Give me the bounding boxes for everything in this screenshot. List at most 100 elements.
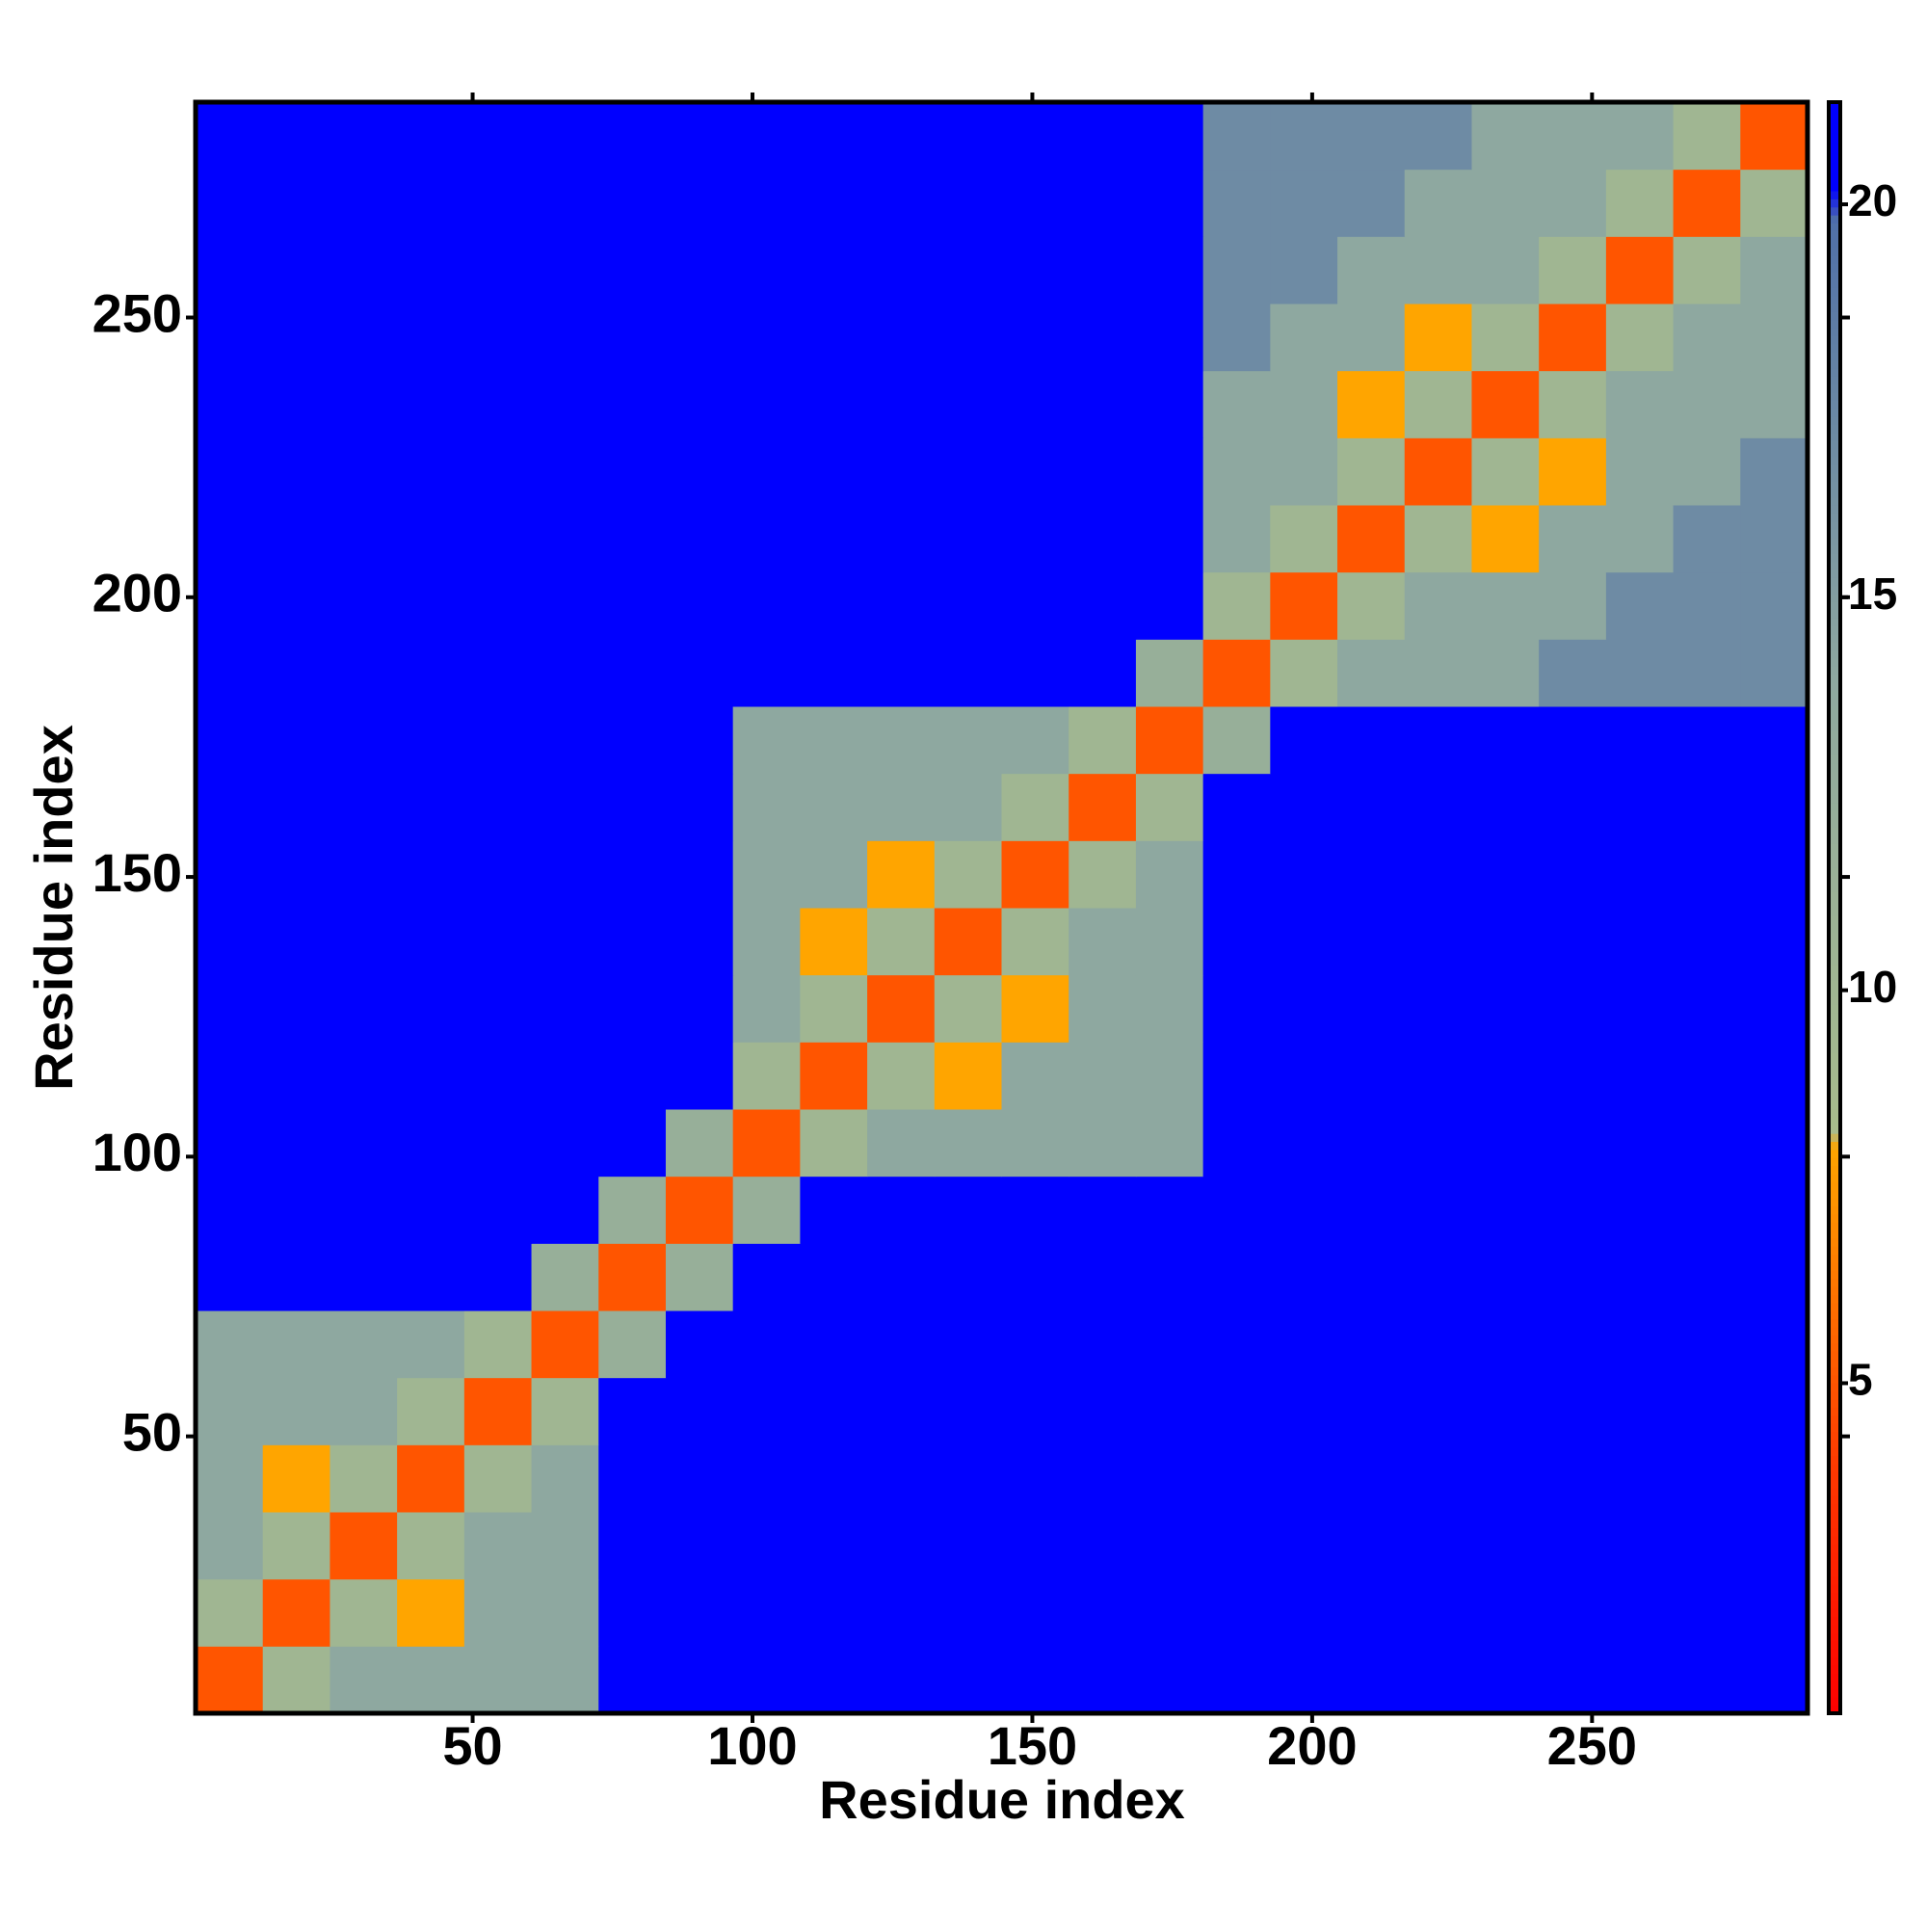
colorbar-segment <box>1829 1568 1840 1577</box>
heatmap-cell <box>867 773 936 841</box>
heatmap-cell <box>531 1310 599 1379</box>
heatmap-cell <box>262 1512 330 1580</box>
heatmap-cell <box>1673 169 1741 237</box>
heatmap-cell <box>1471 370 1540 438</box>
colorbar-frame <box>1827 100 1842 1715</box>
heatmap-cell <box>1270 639 1338 707</box>
heatmap-cell <box>330 102 398 171</box>
heatmap-cell <box>1539 706 1607 775</box>
colorbar-segment <box>1829 908 1840 916</box>
heatmap-cell <box>598 169 667 237</box>
heatmap-cell <box>1539 1512 1607 1580</box>
colorbar-segment <box>1829 1060 1840 1070</box>
heatmap-cell <box>1001 571 1069 640</box>
heatmap-cell <box>463 1512 533 1580</box>
colorbar-segment <box>1829 730 1840 740</box>
heatmap-cell <box>800 304 868 372</box>
colorbar-segment <box>1829 134 1840 144</box>
heatmap-cell <box>665 571 734 640</box>
colorbar-segment <box>1829 642 1840 651</box>
heatmap-cell <box>665 1176 734 1244</box>
heatmap-cell <box>1605 102 1675 171</box>
heatmap-cell <box>1740 169 1808 237</box>
heatmap-cell <box>1001 840 1069 909</box>
colorbar-segment <box>1829 1350 1840 1360</box>
heatmap-cell <box>867 102 936 171</box>
colorbar-segment <box>1829 1117 1840 1126</box>
colorbar-segment <box>1829 1681 1840 1690</box>
heatmap-cell <box>1539 437 1607 506</box>
colorbar-segment <box>1829 859 1840 868</box>
heatmap-cell <box>1605 1444 1675 1513</box>
heatmap-cell <box>531 1444 599 1513</box>
colorbar-segment <box>1829 633 1840 643</box>
heatmap-cell <box>1270 169 1338 237</box>
colorbar-segment <box>1829 649 1840 659</box>
heatmap-cell <box>1202 1377 1271 1445</box>
colorbar-segment <box>1829 706 1840 715</box>
heatmap-cell <box>1471 1042 1540 1110</box>
colorbar-segment <box>1829 1133 1840 1143</box>
heatmap-cell <box>598 974 667 1043</box>
heatmap-cell <box>1001 1042 1069 1110</box>
heatmap-cell <box>1740 370 1808 438</box>
heatmap-cell <box>1202 1444 1271 1513</box>
heatmap-cell <box>934 437 1002 506</box>
heatmap-cell <box>1673 304 1741 372</box>
heatmap-cell <box>867 571 936 640</box>
heatmap-cell <box>1740 505 1808 573</box>
heatmap-cell <box>1740 1243 1808 1311</box>
colorbar-segment <box>1829 424 1840 434</box>
heatmap-cell <box>1202 706 1271 775</box>
heatmap-cell <box>1001 370 1069 438</box>
heatmap-cell <box>1001 1578 1069 1647</box>
heatmap-cell <box>330 1578 398 1647</box>
colorbar-segment <box>1829 319 1840 329</box>
colorbar-segment <box>1829 432 1840 441</box>
heatmap-cell <box>665 169 734 237</box>
x-axis-title: Residue index <box>819 1769 1185 1830</box>
colorbar-segment <box>1829 1237 1840 1247</box>
colorbar-segment <box>1829 1527 1840 1537</box>
heatmap-cell <box>463 437 533 506</box>
colorbar-segment <box>1829 779 1840 788</box>
colorbar-segment <box>1829 1551 1840 1561</box>
heatmap-cell <box>1471 639 1540 707</box>
heatmap-cell <box>330 974 398 1043</box>
heatmap-cell <box>598 1176 667 1244</box>
heatmap-cell <box>732 840 801 909</box>
colorbar-segment <box>1829 206 1840 216</box>
colorbar-segment <box>1829 1407 1840 1416</box>
colorbar-segment <box>1829 819 1840 828</box>
heatmap-cell <box>330 571 398 640</box>
heatmap-cell <box>1337 639 1406 707</box>
heatmap-cell <box>1270 974 1338 1043</box>
heatmap-cell <box>463 840 533 909</box>
heatmap-cell <box>463 1176 533 1244</box>
heatmap-cell <box>732 1512 801 1580</box>
heatmap-cell <box>1337 1578 1406 1647</box>
heatmap-cell <box>196 639 264 707</box>
heatmap-cell <box>598 706 667 775</box>
heatmap-cell <box>262 1109 330 1178</box>
heatmap-cell <box>1605 1512 1675 1580</box>
y-axis-title: Residue index <box>23 725 84 1091</box>
colorbar-segment <box>1829 899 1840 909</box>
heatmap-cell <box>397 1109 465 1178</box>
heatmap-cell <box>1471 1578 1540 1647</box>
heatmap-cell <box>1605 370 1675 438</box>
heatmap-cell <box>665 1444 734 1513</box>
heatmap-cell <box>262 1646 330 1714</box>
heatmap-cell <box>800 974 868 1043</box>
colorbar-segment <box>1829 1302 1840 1311</box>
heatmap-cell <box>867 1310 936 1379</box>
heatmap-cell <box>1605 840 1675 909</box>
colorbar-segment <box>1829 520 1840 530</box>
heatmap-cell <box>1471 1444 1540 1513</box>
heatmap-cell <box>1740 1377 1808 1445</box>
heatmap-cell <box>800 1646 868 1714</box>
heatmap-cell <box>1605 1310 1675 1379</box>
colorbar-segment <box>1829 295 1840 304</box>
heatmap-cell <box>1337 840 1406 909</box>
heatmap-cell <box>1337 974 1406 1043</box>
